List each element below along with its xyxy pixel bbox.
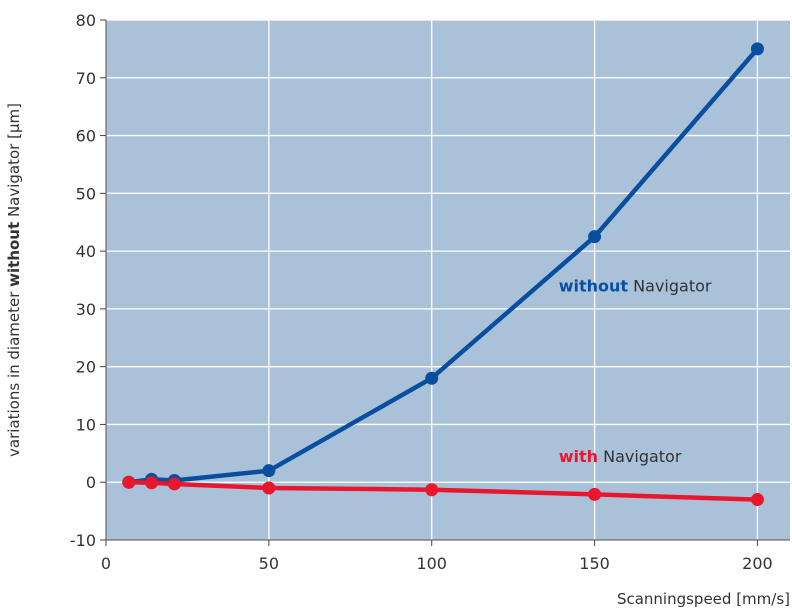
series-annotation: without Navigator [559, 277, 712, 296]
x-tick-label: 100 [416, 554, 447, 573]
y-tick-label: 70 [76, 69, 96, 88]
x-tick-label: 50 [259, 554, 279, 573]
data-point [145, 476, 159, 490]
x-tick-label: 0 [101, 554, 111, 573]
y-tick-label: 20 [76, 358, 96, 377]
y-tick-label: 60 [76, 127, 96, 146]
annotation-bold: with [559, 447, 598, 466]
y-tick-label: 40 [76, 242, 96, 261]
data-point [262, 481, 276, 495]
data-point [750, 493, 764, 507]
y-tick-labels: -10 0 10 20 30 40 50 60 70 80 [70, 11, 96, 550]
y-tick-label: 10 [76, 415, 96, 434]
data-point [122, 475, 136, 489]
data-point [425, 483, 439, 497]
annotation-bold: without [559, 277, 629, 296]
data-point [588, 230, 602, 244]
data-point [167, 477, 181, 491]
x-axis-label: Scanningspeed [mm/s] [617, 590, 790, 608]
axes [100, 19, 790, 546]
x-tick-labels: 0 50 100 150 200 [101, 554, 773, 573]
y-tick-label: 0 [86, 473, 96, 492]
data-point [262, 464, 276, 478]
data-point [750, 42, 764, 56]
series-annotation: with Navigator [559, 447, 682, 466]
series-1 [122, 475, 764, 507]
data-point [588, 487, 602, 501]
annotation-text: Navigator [628, 277, 712, 296]
y-tick-label: -10 [70, 531, 96, 550]
annotation-text: Navigator [598, 447, 682, 466]
x-tick-label: 150 [579, 554, 610, 573]
plot-background [106, 20, 790, 540]
y-tick-label: 80 [76, 11, 96, 30]
y-axis-label: variations in diameter without Navigator… [5, 103, 23, 457]
y-tick-label: 30 [76, 300, 96, 319]
y-axis-label-part-2: without [5, 222, 23, 287]
series-layer [122, 42, 764, 507]
x-tick-label: 200 [742, 554, 773, 573]
y-axis-label-part-3: Navigator [µm] [5, 103, 23, 222]
y-tick-label: 50 [76, 184, 96, 203]
data-point [425, 371, 439, 385]
y-axis-label-part-1: variations in diameter [5, 287, 23, 457]
